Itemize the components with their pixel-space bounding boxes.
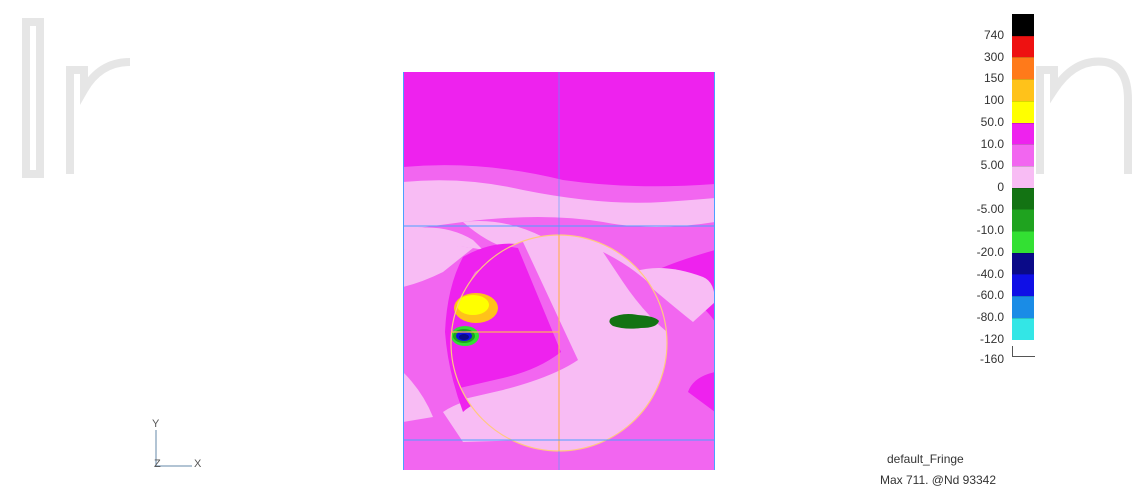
legend-swatch [1012,100,1034,123]
legend-label: -80.0 [976,310,1004,325]
legend-label: 0 [997,179,1004,194]
legend-label: -60.0 [976,288,1004,303]
legend-label: 50.0 [980,114,1004,129]
legend-swatch [1012,209,1034,232]
axis-x-label: X [194,458,202,470]
legend-label: 5.00 [980,158,1004,173]
axes-icon [155,430,192,467]
legend-label: -40.0 [976,266,1004,281]
legend-label: -20.0 [976,245,1004,259]
legend-swatch [1012,317,1034,340]
legend-swatch [1012,296,1034,319]
legend-label: 100 [983,93,1004,108]
fringe-max-value: Max 711. @Nd 93342 [880,473,997,487]
coordinate-triad: Y Z X [146,418,216,478]
legend-swatch [1012,144,1034,167]
fringe-model-view[interactable] [403,72,715,470]
legend-label: 10.0 [980,136,1004,151]
fringe-legend: 740 300 150 100 50.0 10.0 5.00 0 -5.00 -10.0 -20.0… [970,14,1040,454]
legend-swatch [1012,14,1034,36]
legend-end-tick [1012,345,1035,357]
legend-label: 300 [983,49,1004,64]
legend-label: 150 [983,71,1004,86]
legend-label: -5.00 [976,201,1004,216]
legend-swatch [1012,79,1034,102]
legend-label: -160 [979,351,1004,366]
axis-z-label: Z [154,458,161,470]
legend-label: 740 [983,28,1004,42]
legend-swatch [1012,187,1034,210]
legend-swatch [1012,231,1034,253]
fringe-name: default_Fringe [887,452,964,466]
legend-swatch [1012,274,1034,297]
legend-swatch [1012,122,1034,145]
legend-swatch [1012,57,1034,80]
legend-label: -120 [979,331,1004,346]
axis-y-label: Y [152,418,160,430]
legend-swatch [1012,165,1034,188]
legend-swatch [1012,35,1034,58]
legend-label: -10.0 [976,223,1004,238]
legend-swatch [1012,252,1034,275]
